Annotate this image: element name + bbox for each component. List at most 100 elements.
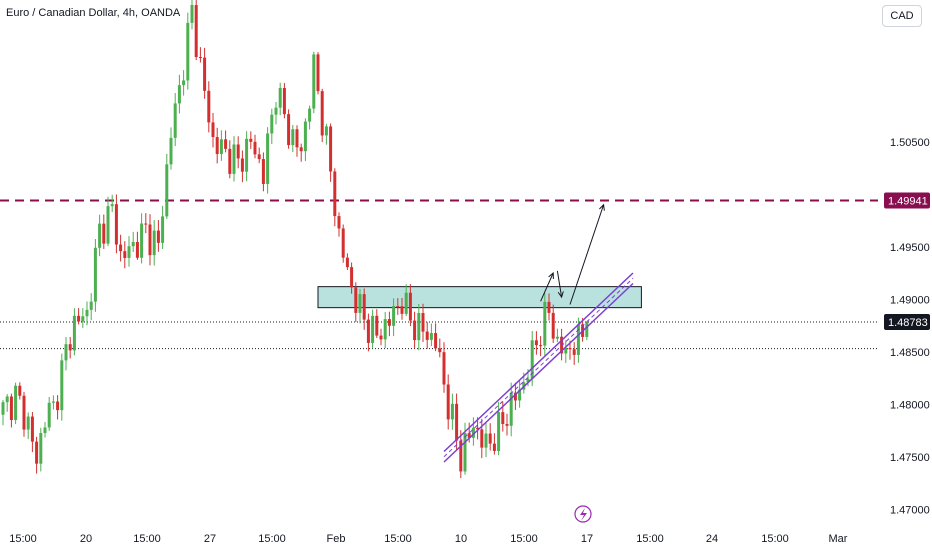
candle[interactable] — [106, 196, 110, 247]
candle[interactable] — [123, 241, 127, 269]
candle[interactable] — [316, 52, 320, 95]
candle[interactable] — [350, 262, 354, 294]
candle[interactable] — [47, 397, 51, 431]
candle[interactable] — [1, 400, 5, 426]
candle[interactable] — [379, 328, 383, 346]
candle[interactable] — [26, 412, 30, 440]
candle[interactable] — [442, 342, 446, 393]
candle[interactable] — [324, 123, 328, 145]
candle[interactable] — [51, 395, 55, 410]
candle[interactable] — [245, 131, 249, 182]
candle[interactable] — [392, 298, 396, 337]
candle[interactable] — [278, 82, 282, 116]
candle[interactable] — [266, 127, 270, 194]
candle[interactable] — [555, 328, 559, 343]
candle[interactable] — [77, 308, 81, 325]
candle[interactable] — [186, 12, 190, 90]
candle[interactable] — [198, 47, 202, 63]
candle[interactable] — [236, 136, 240, 169]
candle[interactable] — [329, 123, 333, 182]
candle[interactable] — [18, 382, 22, 400]
candle[interactable] — [131, 231, 135, 252]
candle[interactable] — [22, 391, 26, 437]
candle[interactable] — [333, 168, 337, 227]
candle[interactable] — [303, 118, 307, 162]
candle[interactable] — [93, 239, 97, 312]
candle[interactable] — [165, 153, 169, 220]
candle[interactable] — [421, 303, 425, 342]
candle[interactable] — [547, 293, 551, 321]
candle[interactable] — [408, 284, 412, 327]
candle[interactable] — [518, 379, 522, 408]
candle[interactable] — [354, 282, 358, 322]
candle[interactable] — [371, 309, 375, 349]
candle[interactable] — [387, 311, 391, 337]
candle[interactable] — [144, 213, 148, 234]
trend-line-upper[interactable] — [443, 272, 634, 453]
candle[interactable] — [190, 0, 194, 30]
candle[interactable] — [509, 382, 513, 437]
candle[interactable] — [312, 51, 316, 114]
candle[interactable] — [60, 353, 64, 421]
candle[interactable] — [261, 152, 265, 192]
candle[interactable] — [434, 323, 438, 352]
candle[interactable] — [534, 331, 538, 355]
candle[interactable] — [68, 336, 72, 359]
candle[interactable] — [148, 214, 152, 266]
candle[interactable] — [219, 130, 223, 161]
candle[interactable] — [484, 423, 488, 458]
candle[interactable] — [274, 101, 278, 125]
candle[interactable] — [320, 88, 324, 143]
candle[interactable] — [467, 422, 471, 443]
candle[interactable] — [270, 108, 274, 144]
candle[interactable] — [30, 412, 34, 453]
candle[interactable] — [366, 313, 370, 352]
candle[interactable] — [152, 220, 156, 266]
candle[interactable] — [492, 433, 496, 455]
candle[interactable] — [476, 417, 480, 440]
candle[interactable] — [64, 337, 68, 371]
candle[interactable] — [215, 127, 219, 164]
candle[interactable] — [362, 288, 366, 330]
projection-arrow-up-2[interactable] — [569, 204, 605, 305]
candle[interactable] — [249, 131, 253, 149]
candle[interactable] — [253, 134, 257, 159]
candle[interactable] — [295, 125, 299, 157]
candle[interactable] — [89, 293, 93, 321]
candle[interactable] — [539, 336, 543, 357]
candle[interactable] — [177, 74, 181, 114]
time-axis[interactable]: 15:00 20 15:00 27 15:00 Feb 15:00 10 15:00 17 15:0… — [9, 533, 848, 545]
candle[interactable] — [156, 220, 160, 252]
candle[interactable] — [413, 311, 417, 349]
candle[interactable] — [572, 342, 576, 365]
candle[interactable] — [417, 303, 421, 351]
candle[interactable] — [81, 308, 85, 328]
candle[interactable] — [438, 338, 442, 358]
candle[interactable] — [299, 143, 303, 162]
candle[interactable] — [513, 382, 517, 411]
candle[interactable] — [98, 214, 102, 257]
candle[interactable] — [203, 47, 207, 99]
candle[interactable] — [425, 322, 429, 349]
candle[interactable] — [551, 304, 555, 343]
candle[interactable] — [459, 430, 463, 479]
candle[interactable] — [337, 212, 341, 237]
candle[interactable] — [9, 393, 13, 428]
candle[interactable] — [488, 423, 492, 451]
candle[interactable] — [232, 136, 236, 182]
candle[interactable] — [257, 147, 261, 164]
candle[interactable] — [43, 421, 47, 438]
candle[interactable] — [505, 413, 509, 436]
candle[interactable] — [429, 323, 433, 347]
supply-zone[interactable] — [317, 286, 642, 309]
candle[interactable] — [5, 394, 9, 412]
candle[interactable] — [308, 105, 312, 130]
candle[interactable] — [119, 234, 123, 262]
candle[interactable] — [72, 308, 76, 356]
candle[interactable] — [400, 297, 404, 320]
trend-line-lower[interactable] — [443, 282, 634, 463]
candle[interactable] — [530, 330, 534, 386]
candle[interactable] — [345, 253, 349, 270]
trend-line-middle[interactable] — [443, 277, 634, 458]
